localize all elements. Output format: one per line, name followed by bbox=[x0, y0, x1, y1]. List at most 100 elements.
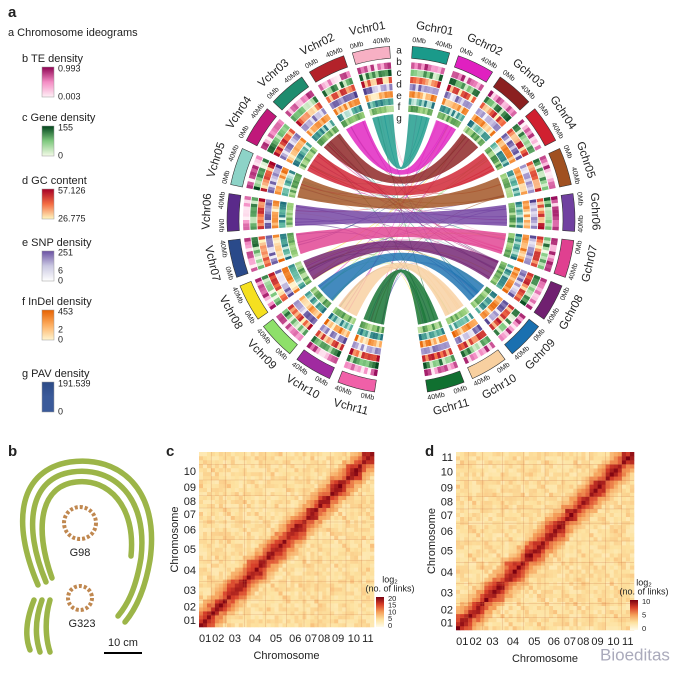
heatmap-cell bbox=[334, 587, 339, 592]
track-cell bbox=[518, 312, 526, 320]
heatmap-cell bbox=[254, 511, 259, 516]
heatmap-cell bbox=[266, 607, 271, 612]
track-cell bbox=[517, 180, 525, 185]
heatmap-cell bbox=[500, 609, 505, 615]
track-cell bbox=[518, 146, 526, 153]
heatmap-cell bbox=[346, 571, 351, 576]
heatmap-cell bbox=[314, 619, 319, 624]
heatmap-cell bbox=[238, 551, 244, 556]
track-cell bbox=[505, 327, 513, 335]
heatmap-cell bbox=[318, 527, 323, 532]
heatmap-cell bbox=[342, 463, 347, 469]
track-cell bbox=[306, 341, 313, 349]
heatmap-cell bbox=[625, 561, 631, 566]
heatmap-cell bbox=[553, 613, 558, 619]
heatmap-cell bbox=[246, 563, 252, 568]
heatmap-cell bbox=[480, 581, 485, 586]
heatmap-cell bbox=[282, 603, 287, 608]
track-cell bbox=[332, 356, 339, 365]
track-cell bbox=[334, 333, 340, 341]
heatmap-cell bbox=[270, 452, 275, 457]
heatmap-cell bbox=[524, 532, 530, 538]
track-cell bbox=[535, 245, 543, 250]
track-cell bbox=[515, 128, 524, 136]
heatmap-cell bbox=[238, 595, 244, 600]
heatmap-cell bbox=[310, 503, 315, 508]
heatmap-cell bbox=[629, 557, 635, 562]
track-cell bbox=[523, 211, 531, 215]
heatmap-cell bbox=[585, 577, 590, 582]
track-cell bbox=[475, 333, 482, 341]
heatmap-cell bbox=[532, 545, 538, 550]
heatmap-cell bbox=[577, 545, 582, 550]
track-cell bbox=[286, 130, 294, 137]
chromosome-ideogram bbox=[230, 148, 254, 188]
track-cell bbox=[294, 322, 302, 330]
track-cell bbox=[482, 133, 489, 140]
heatmap-cell bbox=[238, 455, 244, 461]
heatmap-cell bbox=[306, 475, 311, 481]
track-cell bbox=[361, 321, 367, 329]
x-tick-label: 10 bbox=[348, 633, 360, 645]
track-cell bbox=[410, 62, 415, 69]
heatmap-cell bbox=[210, 527, 216, 532]
heatmap-cell bbox=[629, 553, 635, 558]
track-cell bbox=[266, 166, 274, 172]
heatmap-cell bbox=[500, 520, 505, 526]
heatmap-cell bbox=[322, 599, 327, 604]
track-cell bbox=[325, 131, 332, 139]
heatmap-cell bbox=[202, 607, 208, 612]
track-cell bbox=[472, 352, 479, 360]
heatmap-cell bbox=[330, 459, 335, 465]
heatmap-cell bbox=[230, 491, 236, 497]
heatmap-cell bbox=[199, 587, 204, 592]
heatmap-cell bbox=[545, 549, 550, 554]
track-cell bbox=[465, 322, 472, 330]
heatmap-cell bbox=[230, 607, 236, 612]
heatmap-cell bbox=[206, 567, 212, 572]
heatmap-cell bbox=[597, 573, 602, 578]
heatmap-cell bbox=[540, 577, 546, 582]
heatmap-cell bbox=[278, 603, 283, 608]
track-cell bbox=[286, 232, 294, 236]
heatmap-cell bbox=[621, 601, 627, 607]
heatmap-cell bbox=[306, 471, 311, 477]
track-cell bbox=[453, 119, 460, 127]
heatmap-cell bbox=[294, 555, 299, 560]
track-cell bbox=[437, 343, 443, 351]
heatmap-cell bbox=[338, 515, 343, 520]
heatmap-cell bbox=[370, 471, 375, 477]
heatmap-cell bbox=[597, 528, 602, 534]
heatmap-cell bbox=[370, 607, 375, 612]
track-cell bbox=[336, 90, 343, 98]
heatmap-cell bbox=[476, 549, 481, 554]
track-cell bbox=[338, 319, 345, 327]
heatmap-cell bbox=[589, 561, 594, 566]
heatmap-cell bbox=[298, 479, 303, 485]
track-cell bbox=[279, 128, 287, 136]
heatmap-cell bbox=[338, 467, 343, 473]
heatmap-cell bbox=[476, 553, 481, 558]
heatmap-cell bbox=[294, 511, 299, 516]
heatmap-cell bbox=[222, 519, 228, 524]
heatmap-cell bbox=[330, 587, 335, 592]
track-cell bbox=[530, 208, 538, 212]
heatmap-cell bbox=[306, 491, 311, 497]
heatmap-cell bbox=[472, 569, 477, 574]
heatmap-cell bbox=[342, 495, 347, 501]
heatmap-cell bbox=[597, 601, 602, 607]
track-cell bbox=[488, 109, 496, 117]
track-cell bbox=[380, 62, 385, 70]
track-cell bbox=[480, 302, 487, 309]
track-cell bbox=[336, 98, 343, 106]
heatmap-cell bbox=[342, 511, 347, 516]
track-cell bbox=[538, 213, 545, 218]
heatmap-cell bbox=[222, 452, 228, 457]
heatmap-cell bbox=[557, 573, 562, 578]
track-cell bbox=[540, 255, 548, 261]
heatmap-cell bbox=[621, 585, 627, 590]
track-cell bbox=[412, 84, 416, 91]
heatmap-cell bbox=[565, 541, 570, 546]
heatmap-cell bbox=[202, 463, 208, 469]
heatmap-cell bbox=[585, 609, 590, 615]
